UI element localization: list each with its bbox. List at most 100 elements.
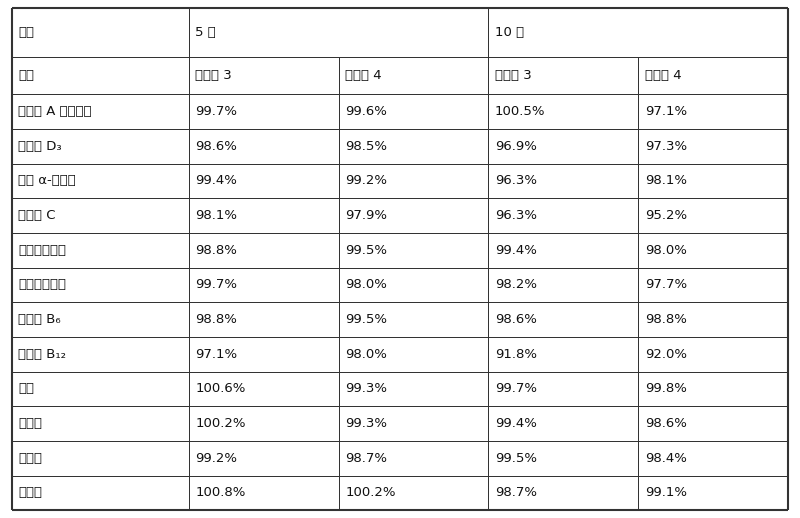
Bar: [638, 94, 788, 129]
Bar: [338, 406, 489, 441]
Text: 100.5%: 100.5%: [495, 105, 546, 118]
Text: 项目: 项目: [18, 69, 34, 82]
Text: 95.2%: 95.2%: [645, 209, 686, 222]
Text: 99.3%: 99.3%: [345, 382, 387, 395]
Text: 98.2%: 98.2%: [495, 278, 537, 292]
Text: 条件: 条件: [18, 26, 34, 39]
Text: 消旋 α-生育酚: 消旋 α-生育酚: [18, 175, 76, 188]
Bar: [489, 476, 638, 510]
Bar: [638, 57, 788, 94]
Bar: [338, 57, 489, 94]
Text: 98.7%: 98.7%: [345, 452, 387, 465]
Bar: [489, 233, 638, 267]
Bar: [12, 57, 189, 94]
Text: 5 天: 5 天: [195, 26, 216, 39]
Bar: [638, 129, 788, 164]
Text: 100.2%: 100.2%: [195, 417, 246, 430]
Bar: [338, 302, 489, 337]
Text: 99.5%: 99.5%: [345, 243, 387, 257]
Text: 实施例 3: 实施例 3: [495, 69, 532, 82]
Text: 实施例 4: 实施例 4: [345, 69, 382, 82]
Bar: [189, 57, 338, 94]
Bar: [189, 198, 338, 233]
Text: 97.7%: 97.7%: [645, 278, 686, 292]
Bar: [189, 302, 338, 337]
Text: 98.6%: 98.6%: [645, 417, 686, 430]
Bar: [638, 164, 788, 198]
Text: 98.6%: 98.6%: [195, 140, 238, 153]
Text: 98.0%: 98.0%: [345, 278, 387, 292]
Bar: [338, 94, 489, 129]
Text: 99.7%: 99.7%: [195, 278, 238, 292]
Text: 100.2%: 100.2%: [345, 486, 395, 499]
Text: 叶酸: 叶酸: [18, 382, 34, 395]
Bar: [12, 164, 189, 198]
Bar: [338, 337, 489, 371]
Bar: [489, 302, 638, 337]
Bar: [12, 337, 189, 371]
Text: 99.8%: 99.8%: [645, 382, 686, 395]
Text: 生物素: 生物素: [18, 452, 42, 465]
Bar: [189, 337, 338, 371]
Bar: [12, 302, 189, 337]
Bar: [189, 371, 338, 406]
Bar: [12, 476, 189, 510]
Bar: [638, 441, 788, 476]
Text: 97.3%: 97.3%: [645, 140, 686, 153]
Text: 右泻醇: 右泻醇: [18, 417, 42, 430]
Text: 98.6%: 98.6%: [495, 313, 537, 326]
Text: 99.4%: 99.4%: [195, 175, 238, 188]
Text: 实施例 4: 实施例 4: [645, 69, 682, 82]
Bar: [338, 441, 489, 476]
Bar: [638, 198, 788, 233]
Text: 99.1%: 99.1%: [645, 486, 686, 499]
Text: 99.7%: 99.7%: [495, 382, 537, 395]
Bar: [189, 94, 338, 129]
Text: 维生素 A 棕槕酸酯: 维生素 A 棕槕酸酯: [18, 105, 92, 118]
Bar: [12, 371, 189, 406]
Bar: [489, 94, 638, 129]
Bar: [489, 129, 638, 164]
Bar: [338, 164, 489, 198]
Text: 核黄素磷酸钓: 核黄素磷酸钓: [18, 278, 66, 292]
Bar: [189, 406, 338, 441]
Text: 99.2%: 99.2%: [345, 175, 387, 188]
Bar: [489, 198, 638, 233]
Bar: [189, 233, 338, 267]
Bar: [189, 164, 338, 198]
Text: 99.4%: 99.4%: [495, 417, 537, 430]
Text: 98.7%: 98.7%: [495, 486, 537, 499]
Text: 100.6%: 100.6%: [195, 382, 246, 395]
Text: 99.4%: 99.4%: [495, 243, 537, 257]
Bar: [338, 476, 489, 510]
Bar: [12, 8, 189, 57]
Text: 92.0%: 92.0%: [645, 348, 686, 361]
Bar: [638, 337, 788, 371]
Text: 98.4%: 98.4%: [645, 452, 686, 465]
Text: 98.8%: 98.8%: [645, 313, 686, 326]
Bar: [338, 198, 489, 233]
Bar: [338, 371, 489, 406]
Text: 96.3%: 96.3%: [495, 209, 537, 222]
Text: 99.2%: 99.2%: [195, 452, 238, 465]
Text: 99.3%: 99.3%: [345, 417, 387, 430]
Bar: [489, 8, 788, 57]
Text: 98.8%: 98.8%: [195, 243, 238, 257]
Bar: [489, 337, 638, 371]
Bar: [12, 406, 189, 441]
Bar: [638, 476, 788, 510]
Bar: [338, 129, 489, 164]
Text: 99.5%: 99.5%: [345, 313, 387, 326]
Text: 维生素 B₆: 维生素 B₆: [18, 313, 61, 326]
Text: 100.8%: 100.8%: [195, 486, 246, 499]
Text: 99.7%: 99.7%: [195, 105, 238, 118]
Text: 烟酰胺: 烟酰胺: [18, 486, 42, 499]
Bar: [638, 406, 788, 441]
Bar: [638, 267, 788, 302]
Bar: [189, 476, 338, 510]
Bar: [338, 267, 489, 302]
Bar: [189, 267, 338, 302]
Bar: [189, 8, 489, 57]
Bar: [489, 371, 638, 406]
Bar: [12, 198, 189, 233]
